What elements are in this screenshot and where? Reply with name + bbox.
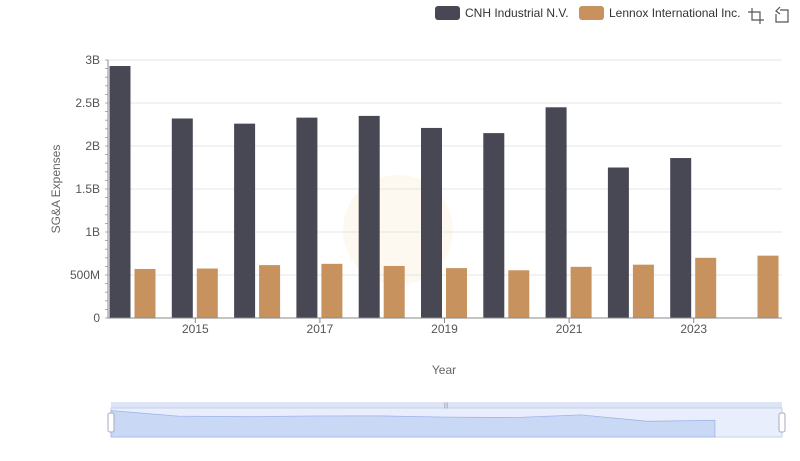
- y-axis-title: SG&A Expenses: [49, 145, 63, 234]
- legend-label-cnh: CNH Industrial N.V.: [465, 6, 569, 20]
- x-tick-label: 2023: [680, 322, 707, 336]
- bar-cnh-2019[interactable]: [421, 127, 442, 318]
- bar-lennox-2018[interactable]: [383, 265, 405, 318]
- y-axis: 0 500M 1B 1.5B 2B 2.5B 3B: [70, 53, 109, 325]
- y-tick-label: 1.5B: [75, 182, 100, 196]
- bar-cnh-2014[interactable]: [109, 66, 131, 319]
- legend-label-lennox: Lennox International Inc.: [609, 6, 740, 20]
- legend: CNH Industrial N.V. Lennox International…: [435, 6, 740, 20]
- slider-left-handle[interactable]: [107, 412, 115, 433]
- bar-lennox-2015[interactable]: [196, 268, 218, 318]
- legend-item-cnh[interactable]: CNH Industrial N.V.: [435, 6, 569, 20]
- restore-icon[interactable]: [775, 6, 789, 23]
- y-tick-label: 2.5B: [75, 96, 100, 110]
- x-axis-title: Year: [432, 363, 456, 377]
- legend-swatch-cnh: [435, 6, 460, 20]
- x-tick-label: 2021: [556, 322, 583, 336]
- bar-cnh-2021[interactable]: [545, 107, 567, 318]
- bar-lennox-2022[interactable]: [632, 264, 654, 318]
- bar-lennox-2019[interactable]: [446, 268, 467, 318]
- slider-preview-area: [110, 410, 716, 438]
- bar-lennox-2016[interactable]: [259, 265, 281, 318]
- bar-lennox-2024[interactable]: [757, 255, 779, 318]
- bar-lennox-2021[interactable]: [570, 266, 592, 318]
- x-tick-label: 2019: [431, 322, 458, 336]
- legend-swatch-lennox: [579, 6, 604, 20]
- bar-cnh-2023[interactable]: [670, 158, 692, 318]
- bar-lennox-2023[interactable]: [695, 257, 717, 318]
- bar-cnh-2022[interactable]: [607, 167, 629, 319]
- legend-item-lennox[interactable]: Lennox International Inc.: [579, 6, 740, 20]
- bar-cnh-2017[interactable]: [296, 117, 318, 319]
- y-tick-label: 1B: [85, 225, 100, 239]
- slider-top-bar: [111, 402, 782, 408]
- slider-handle-grip[interactable]: |||: [444, 403, 449, 409]
- x-tick-label: 2015: [182, 322, 209, 336]
- bar-cnh-2020[interactable]: [483, 133, 505, 318]
- data-zoom-slider[interactable]: |||: [107, 402, 786, 438]
- bar-cnh-2015[interactable]: [171, 118, 193, 318]
- crop-icon[interactable]: [748, 8, 764, 24]
- bars-group: [109, 66, 779, 319]
- y-tick-label: 2B: [85, 139, 100, 153]
- y-tick-label: 500M: [70, 268, 100, 282]
- bar-cnh-2018[interactable]: [358, 115, 380, 319]
- bar-lennox-2020[interactable]: [508, 270, 530, 318]
- bar-lennox-2017[interactable]: [321, 263, 343, 318]
- x-tick-label: 2017: [307, 322, 334, 336]
- y-tick-label: 0: [93, 311, 100, 325]
- slider-right-handle[interactable]: [778, 412, 786, 433]
- y-tick-label: 3B: [85, 53, 100, 67]
- bar-cnh-2016[interactable]: [234, 123, 256, 318]
- bar-lennox-2014[interactable]: [134, 268, 156, 318]
- x-axis: 2015 2017 2019 2021 2023: [108, 317, 782, 336]
